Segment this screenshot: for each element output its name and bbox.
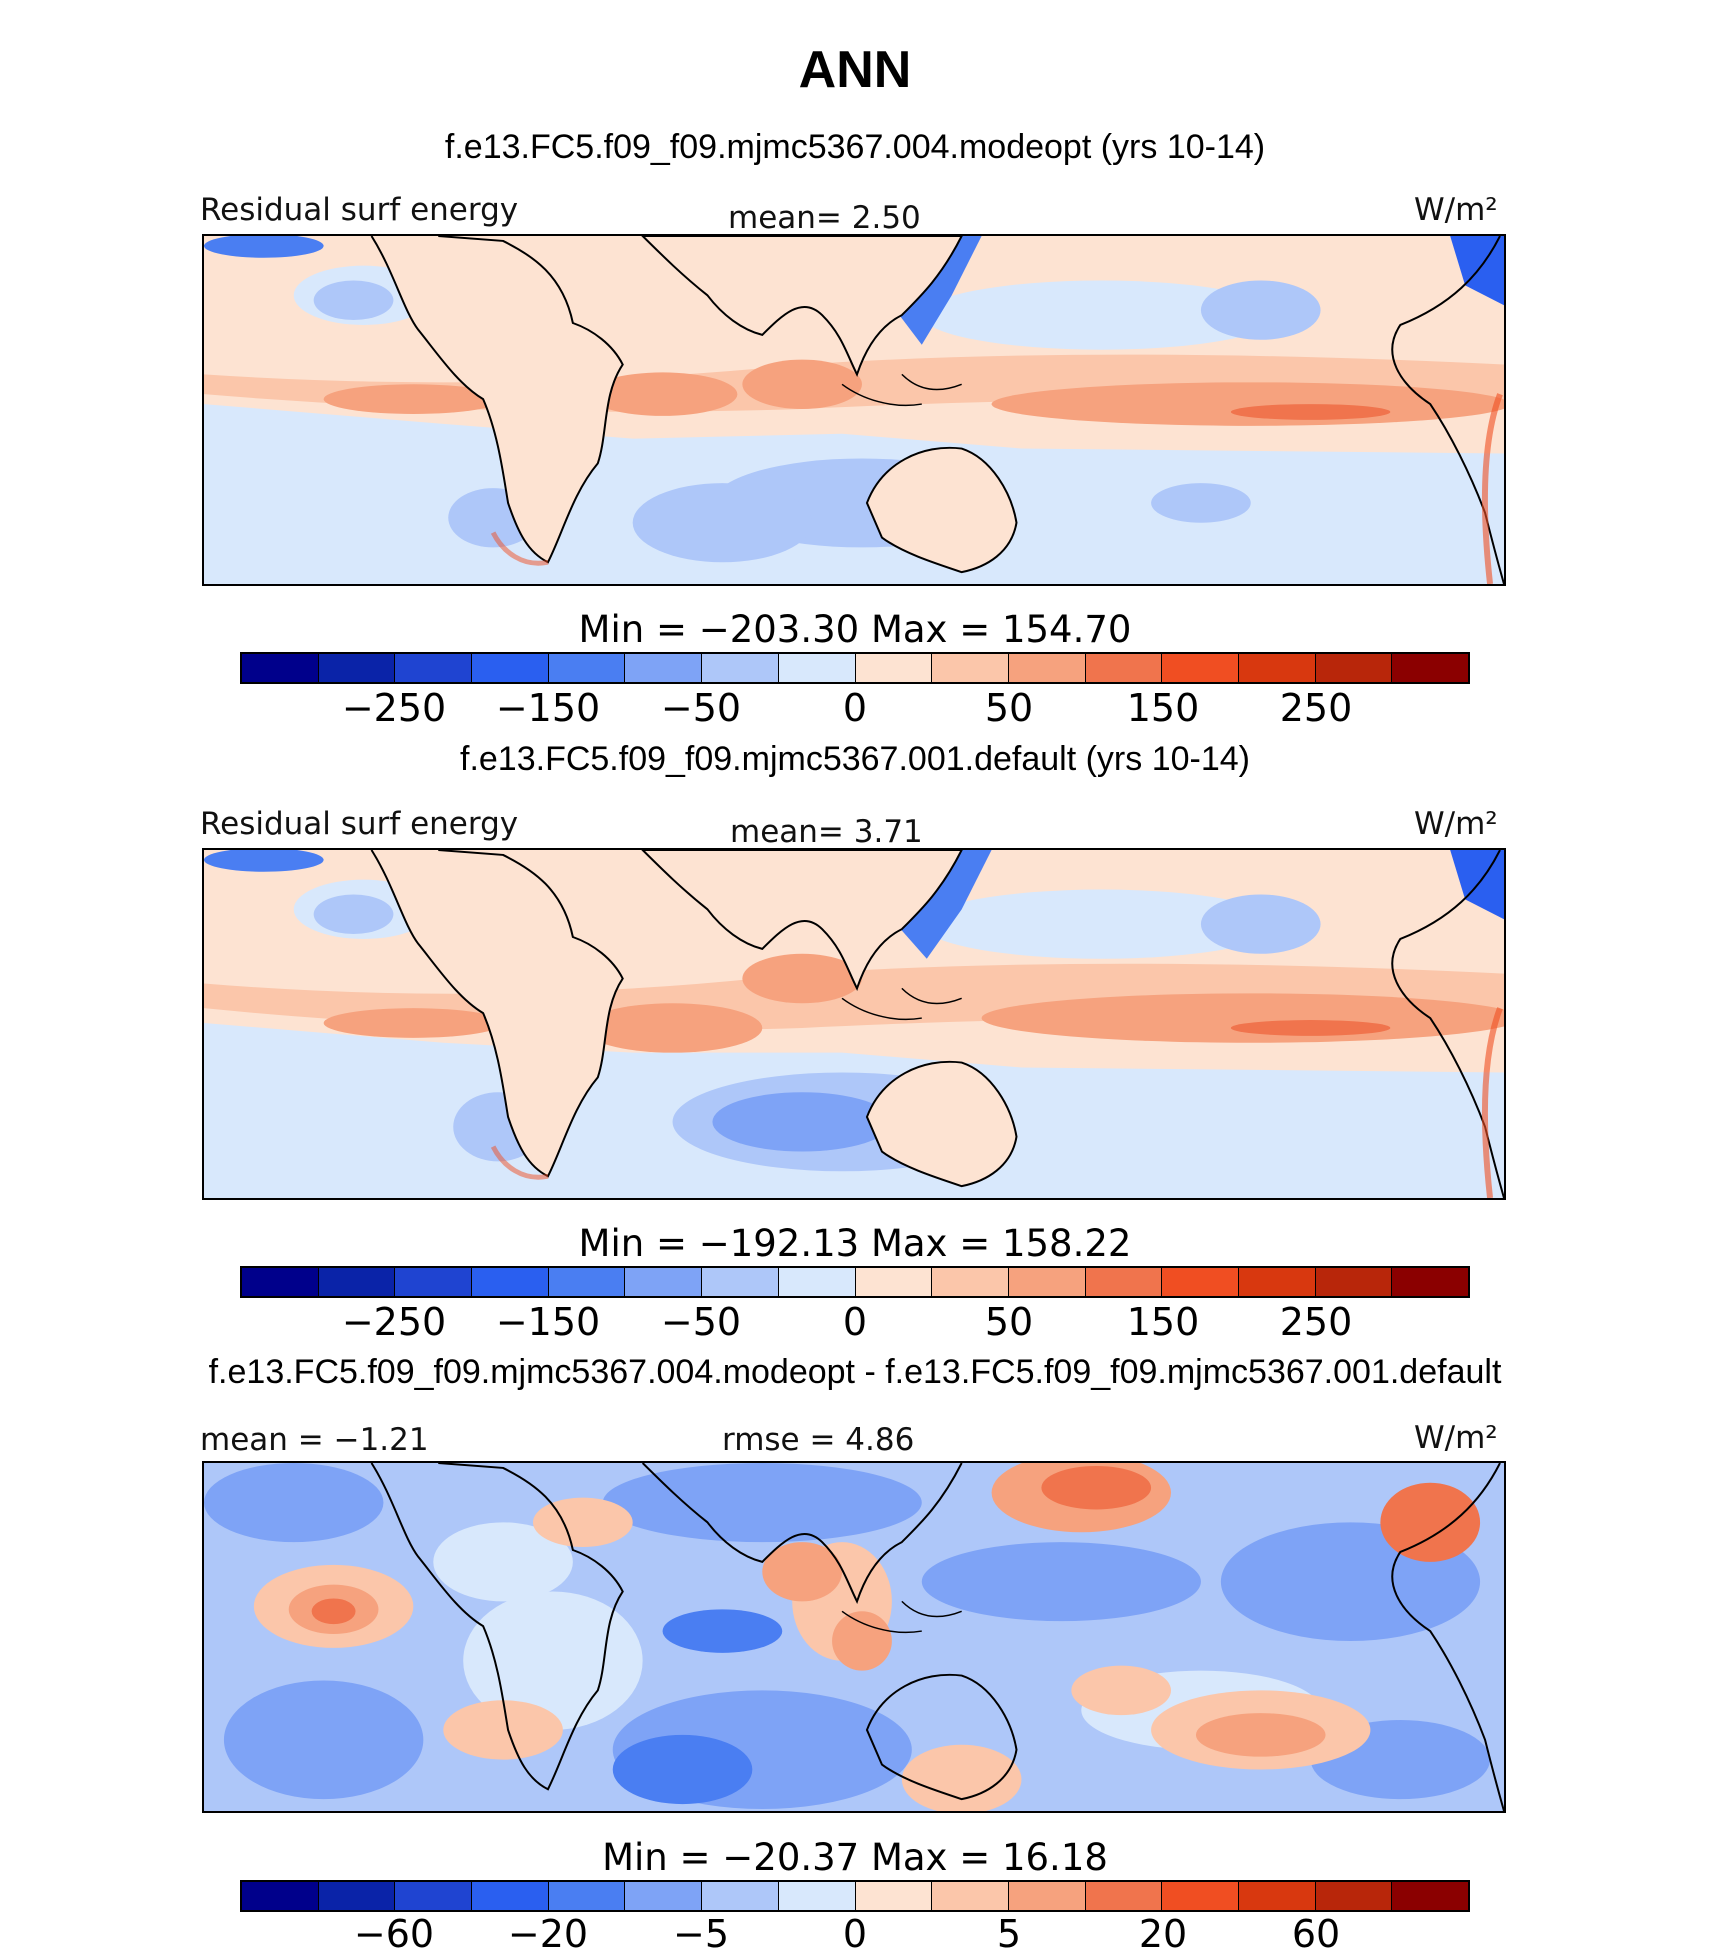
colorbar-swatch-2-4 bbox=[472, 1268, 549, 1296]
panel-2-tick-6: 150 bbox=[1126, 1300, 1200, 1344]
colorbar-swatch-2-3 bbox=[395, 1268, 473, 1296]
panel-2-minmax: Min = −192.13 Max = 158.22 bbox=[578, 1222, 1132, 1265]
colorbar-swatch-2-7 bbox=[702, 1268, 779, 1296]
colorbar-swatch-2-16 bbox=[1392, 1268, 1468, 1296]
panel-2-tick-5: 50 bbox=[984, 1300, 1034, 1344]
colorbar-swatch-1-7 bbox=[702, 654, 779, 682]
figure-title: ANN bbox=[798, 41, 912, 99]
colorbar-swatch-3-12 bbox=[1085, 1882, 1163, 1910]
panel-1-tick-2: −150 bbox=[495, 686, 601, 730]
panel-2-tick-7: 250 bbox=[1279, 1300, 1353, 1344]
panel-2-map-svg bbox=[204, 850, 1504, 1198]
colorbar-swatch-1-10 bbox=[932, 654, 1009, 682]
panel-3-subtitle: f.e13.FC5.f09_f09.mjmc5367.004.modeopt -… bbox=[208, 1353, 1502, 1391]
panel-1-colorbar bbox=[240, 652, 1470, 684]
colorbar-swatch-2-14 bbox=[1238, 1268, 1316, 1296]
panel-3-units-label: W/m² bbox=[1414, 1420, 1498, 1456]
panel-3-tick-4: 0 bbox=[842, 1912, 868, 1956]
colorbar-swatch-3-2 bbox=[318, 1882, 396, 1910]
colorbar-swatch-1-1 bbox=[242, 654, 319, 682]
panel-2-mean-label: mean= 3.71 bbox=[730, 814, 923, 850]
panel-3-rmse-label: rmse = 4.86 bbox=[722, 1422, 915, 1458]
panel-3-colorbar bbox=[240, 1880, 1470, 1912]
panel-3-mean-label: mean = −1.21 bbox=[200, 1422, 429, 1458]
panel-1-tick-3: −50 bbox=[660, 686, 742, 730]
colorbar-swatch-1-13 bbox=[1162, 654, 1239, 682]
colorbar-swatch-2-10 bbox=[932, 1268, 1009, 1296]
colorbar-swatch-3-4 bbox=[472, 1882, 549, 1910]
panel-2-tick-3: −50 bbox=[660, 1300, 742, 1344]
colorbar-swatch-1-3 bbox=[395, 654, 473, 682]
colorbar-swatch-1-6 bbox=[625, 654, 703, 682]
panel-1-mean-label: mean= 2.50 bbox=[728, 200, 921, 236]
panel-2-subtitle: f.e13.FC5.f09_f09.mjmc5367.001.default (… bbox=[460, 740, 1250, 778]
colorbar-swatch-2-9 bbox=[855, 1268, 933, 1296]
colorbar-swatch-3-11 bbox=[1008, 1882, 1086, 1910]
colorbar-swatch-3-6 bbox=[625, 1882, 703, 1910]
colorbar-swatch-1-11 bbox=[1008, 654, 1086, 682]
panel-2-tick-1: −250 bbox=[341, 1300, 447, 1344]
panel-1-subtitle: f.e13.FC5.f09_f09.mjmc5367.004.modeopt (… bbox=[444, 128, 1266, 166]
panel-1-units-label: W/m² bbox=[1414, 192, 1498, 228]
colorbar-swatch-1-15 bbox=[1315, 654, 1393, 682]
colorbar-swatch-3-8 bbox=[778, 1882, 856, 1910]
panel-2-variable-label: Residual surf energy bbox=[200, 806, 519, 842]
colorbar-swatch-3-13 bbox=[1162, 1882, 1239, 1910]
colorbar-swatch-2-12 bbox=[1085, 1268, 1163, 1296]
colorbar-swatch-3-14 bbox=[1238, 1882, 1316, 1910]
panel-1-map-svg bbox=[204, 236, 1504, 584]
colorbar-swatch-1-2 bbox=[318, 654, 396, 682]
colorbar-swatch-1-12 bbox=[1085, 654, 1163, 682]
colorbar-swatch-3-1 bbox=[242, 1882, 319, 1910]
colorbar-swatch-3-16 bbox=[1392, 1882, 1468, 1910]
colorbar-swatch-1-8 bbox=[778, 654, 856, 682]
colorbar-swatch-1-16 bbox=[1392, 654, 1468, 682]
panel-3-tick-3: −5 bbox=[672, 1912, 730, 1956]
colorbar-swatch-1-5 bbox=[548, 654, 626, 682]
panel-3-tick-1: −60 bbox=[353, 1912, 435, 1956]
colorbar-swatch-2-2 bbox=[318, 1268, 396, 1296]
panel-2-tick-2: −150 bbox=[495, 1300, 601, 1344]
panel-3-tick-2: −20 bbox=[507, 1912, 589, 1956]
panel-3-map bbox=[202, 1461, 1506, 1813]
colorbar-swatch-1-9 bbox=[855, 654, 933, 682]
colorbar-swatch-2-6 bbox=[625, 1268, 703, 1296]
colorbar-swatch-1-4 bbox=[472, 654, 549, 682]
colorbar-swatch-2-1 bbox=[242, 1268, 319, 1296]
colorbar-swatch-3-10 bbox=[932, 1882, 1009, 1910]
colorbar-swatch-1-14 bbox=[1238, 654, 1316, 682]
colorbar-swatch-3-9 bbox=[855, 1882, 933, 1910]
panel-2-colorbar bbox=[240, 1266, 1470, 1298]
colorbar-swatch-3-3 bbox=[395, 1882, 473, 1910]
colorbar-swatch-3-7 bbox=[702, 1882, 779, 1910]
panel-1-tick-5: 50 bbox=[984, 686, 1034, 730]
panel-3-map-svg bbox=[204, 1463, 1504, 1811]
colorbar-swatch-2-8 bbox=[778, 1268, 856, 1296]
panel-1-variable-label: Residual surf energy bbox=[200, 192, 519, 228]
panel-1-tick-1: −250 bbox=[341, 686, 447, 730]
panel-1-tick-6: 150 bbox=[1126, 686, 1200, 730]
colorbar-swatch-2-13 bbox=[1162, 1268, 1239, 1296]
panel-3-minmax: Min = −20.37 Max = 16.18 bbox=[602, 1836, 1108, 1879]
panel-3-tick-6: 20 bbox=[1138, 1912, 1188, 1956]
panel-1-minmax: Min = −203.30 Max = 154.70 bbox=[578, 608, 1132, 651]
colorbar-swatch-2-11 bbox=[1008, 1268, 1086, 1296]
colorbar-swatch-3-15 bbox=[1315, 1882, 1393, 1910]
panel-2-tick-4: 0 bbox=[842, 1300, 868, 1344]
colorbar-swatch-3-5 bbox=[548, 1882, 626, 1910]
panel-1-tick-4: 0 bbox=[842, 686, 868, 730]
panel-2-units-label: W/m² bbox=[1414, 806, 1498, 842]
panel-1-map bbox=[202, 234, 1506, 586]
colorbar-swatch-2-15 bbox=[1315, 1268, 1393, 1296]
panel-3-tick-5: 5 bbox=[996, 1912, 1022, 1956]
panel-3-tick-7: 60 bbox=[1291, 1912, 1341, 1956]
panel-1-tick-7: 250 bbox=[1279, 686, 1353, 730]
colorbar-swatch-2-5 bbox=[548, 1268, 626, 1296]
panel-2-map bbox=[202, 848, 1506, 1200]
